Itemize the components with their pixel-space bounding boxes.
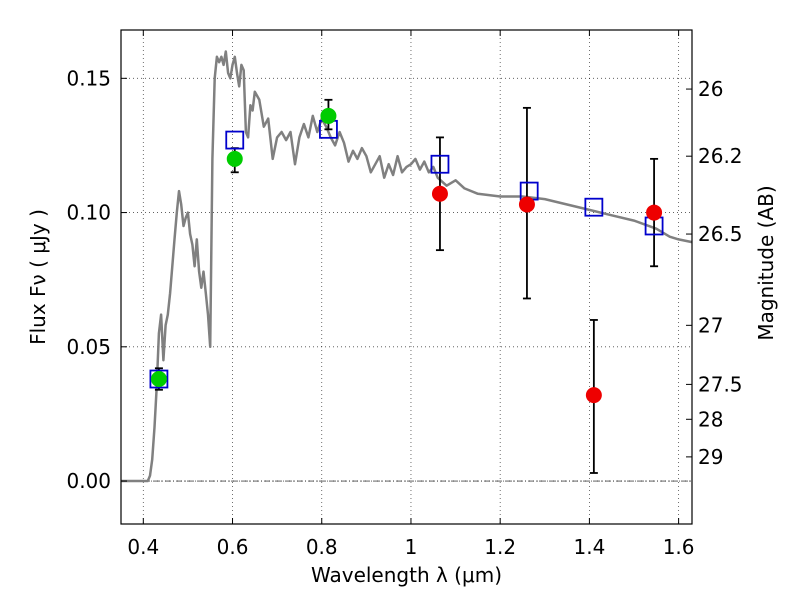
- red-point-marker: [646, 204, 663, 221]
- red-point-marker: [585, 387, 602, 404]
- model-photometry-square: [149, 369, 169, 389]
- model-sed-line: [121, 50, 693, 483]
- x-tick-label: 1.6: [663, 535, 695, 559]
- right-tick-label: 26.2: [698, 144, 743, 168]
- green-point-marker: [320, 107, 337, 124]
- right-axis-label: Magnitude (AB): [754, 185, 778, 340]
- model-photometry-square: [584, 197, 604, 217]
- green-point-marker: [226, 150, 243, 167]
- right-tick-label: 28: [698, 407, 723, 431]
- y-axis-label: Flux Fν ( μJy ): [26, 209, 50, 345]
- axis-ticks: 0.4 0.6 0.8 1 1.2 1.4 1.6 0.00 0.05 0.10 0.15 26 26.…: [66, 30, 743, 559]
- x-tick-label: 0.8: [306, 535, 338, 559]
- y-tick-label: 0.05: [66, 335, 111, 359]
- right-tick-label: 29: [698, 445, 723, 469]
- x-tick-label: 0.4: [127, 535, 159, 559]
- y-tick-label: 0.10: [66, 201, 111, 225]
- right-tick-label: 26.5: [698, 222, 743, 246]
- x-tick-label: 1.2: [484, 535, 516, 559]
- x-tick-label: 1.4: [573, 535, 605, 559]
- red-point-marker: [518, 196, 535, 213]
- green-point-marker: [150, 371, 167, 388]
- x-tick-label: 1: [405, 535, 418, 559]
- data-points-layer: [149, 98, 664, 474]
- y-tick-label: 0.00: [66, 469, 111, 493]
- y-tick-label: 0.15: [66, 66, 111, 90]
- right-tick-label: 27: [698, 313, 723, 337]
- red-point-marker: [431, 185, 448, 202]
- grid-lines: [121, 30, 692, 524]
- model-photometry-square: [430, 154, 450, 174]
- plot-frame: [120, 29, 693, 525]
- x-axis-label: Wavelength λ (μm): [311, 563, 502, 587]
- right-tick-label: 27.5: [698, 372, 743, 396]
- model-photometry-square: [225, 130, 245, 150]
- model-curve-layer: [121, 50, 693, 483]
- right-tick-label: 26: [698, 77, 723, 101]
- x-tick-label: 0.6: [217, 535, 249, 559]
